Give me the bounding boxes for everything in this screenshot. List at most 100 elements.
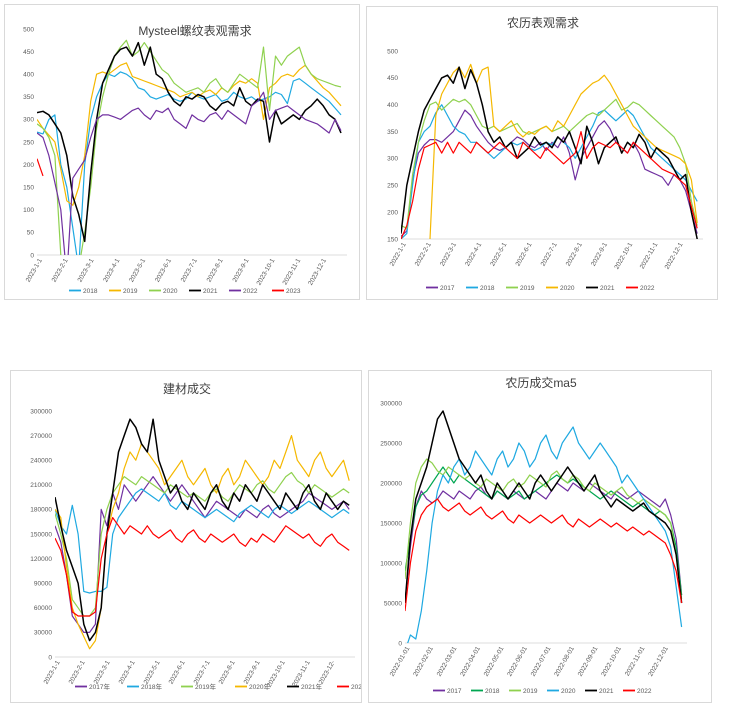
x-tick-label: 2023-5-1 [143, 659, 162, 685]
chart-svg-rebar: Mysteel螺纹表观需求 0 50 100 150 200 250 300 350 400 450… [23, 24, 347, 295]
series-line-2019 [37, 62, 342, 206]
legend-label: 2018 [480, 285, 495, 292]
x-tick-label: 2023-12-1 [307, 257, 328, 286]
x-tick-label: 2022-01-01 [389, 645, 412, 678]
chart-title: Mysteel螺纹表观需求 [138, 24, 251, 38]
series-line-2020 [407, 426, 683, 643]
x-tick-label: 2022-5-1 [489, 241, 508, 267]
y-tick-label: 0 [48, 654, 52, 661]
y-tick-label: 350 [387, 129, 398, 136]
y-tick-label: 30000 [34, 630, 52, 637]
legend-label: 2019 [523, 688, 538, 695]
y-tick-label: 450 [387, 75, 398, 82]
series-line-2021 [401, 66, 698, 239]
chart-svg-building: 建材成交 0 30000 60000 90000 120000 150000 180000 21… [30, 381, 361, 691]
y-tick-label: 350 [23, 94, 34, 101]
y-tick-label: 300 [23, 117, 34, 124]
legend-label: 2018 [485, 688, 500, 695]
x-tick-label: 2023-8-1 [218, 659, 237, 685]
y-tick-label: 100000 [380, 560, 402, 567]
legend-label: 2022 [637, 688, 652, 695]
legend-label: 2022 [640, 285, 655, 292]
y-tick-label: 120000 [30, 556, 52, 563]
legend-label: 2023 [286, 288, 301, 295]
x-tick-label: 2023-3-1 [93, 659, 112, 685]
legend-label: 2017 [440, 285, 455, 292]
y-tick-label: 250000 [380, 440, 402, 447]
y-tick-label: 210000 [30, 482, 52, 489]
y-tick-label: 400 [387, 102, 398, 109]
y-tick-label: 450 [23, 49, 34, 56]
x-tick-label: 2023-6-1 [154, 257, 173, 283]
x-tick-label: 2022-07-01 [530, 645, 553, 678]
chart-panel-building-material-volume: 建材成交 0 30000 60000 90000 120000 150000 180000 21… [10, 370, 362, 703]
series-line-2021 [405, 410, 683, 604]
series-line-2021年 [55, 418, 350, 642]
y-tick-label: 400 [23, 72, 34, 79]
y-tick-label: 150 [387, 236, 398, 243]
chart-title: 建材成交 [163, 381, 211, 396]
series-line-2018年 [55, 488, 350, 594]
series-line-2023 [37, 158, 44, 177]
y-tick-label: 200 [23, 162, 34, 169]
chart-panel-lunar-apparent-demand: 农历表观需求 150 200 250 300 350 400 450 500 2022-1-1 20… [366, 6, 718, 300]
x-tick-label: 2022-06-01 [506, 645, 529, 678]
x-tick-label: 2023-7-1 [180, 257, 199, 283]
x-tick-label: 2022-2-1 [414, 241, 433, 267]
y-tick-label: 270000 [30, 433, 52, 440]
y-tick-label: 50 [27, 230, 35, 237]
y-tick-label: 150000 [380, 520, 402, 527]
y-tick-label: 500 [387, 48, 398, 55]
series-line-2022年 [55, 517, 350, 617]
legend-label: 2022 [243, 288, 258, 295]
x-tick-label: 2023-1-1 [43, 659, 62, 685]
y-tick-label: 180000 [30, 507, 52, 514]
legend-label: 2021 [203, 288, 218, 295]
x-tick-label: 2022-11-01 [624, 645, 647, 677]
x-tick-label: 2023-9-1 [243, 659, 262, 685]
legend-label: 2021 [600, 285, 615, 292]
y-tick-label: 250 [23, 139, 34, 146]
legend-label: 2019年 [195, 682, 216, 691]
chart-svg-lunar-demand: 农历表观需求 150 200 250 300 350 400 450 500 2022-1-1 20… [387, 16, 703, 292]
x-tick-label: 2022-02-01 [412, 645, 435, 678]
legend-label: 2018年 [141, 682, 162, 691]
x-tick-label: 2023-5-1 [128, 257, 147, 283]
y-tick-label: 200000 [380, 480, 402, 487]
series-line-2021 [37, 41, 342, 243]
series-line-2018 [405, 466, 683, 596]
x-tick-label: 2022-05-01 [483, 645, 506, 678]
x-tick-label: 2022-09-01 [577, 645, 600, 678]
y-tick-label: 150 [23, 185, 34, 192]
y-tick-label: 0 [398, 640, 402, 647]
y-tick-label: 90000 [34, 581, 52, 588]
x-tick-label: 2022-3-1 [439, 241, 458, 267]
x-tick-label: 2022-9-1 [590, 241, 609, 267]
series-line-2020 [429, 63, 698, 239]
x-tick-label: 2023-8-1 [206, 257, 225, 283]
x-tick-label: 2023-1-1 [25, 257, 44, 283]
x-tick-label: 2023-9-1 [231, 257, 250, 283]
y-tick-label: 250 [387, 183, 398, 190]
x-tick-label: 2022-12-01 [647, 645, 670, 678]
series-line-2022 [405, 498, 683, 612]
series-line-2022 [401, 131, 698, 239]
chart-svg-lunar-volume: 农历成交ma5 0 50000 100000 150000 200000 250000 300… [380, 375, 687, 695]
legend-label: 2019 [520, 285, 535, 292]
legend-label: 2021年 [301, 682, 322, 691]
x-tick-label: 2023-11-1 [282, 257, 303, 286]
x-tick-label: 2022-03-01 [436, 645, 459, 678]
chart-title: 农历表观需求 [507, 16, 579, 30]
legend-label: 2020 [561, 688, 576, 695]
x-tick-label: 2023-6-1 [168, 659, 187, 685]
legend-label: 2017年 [89, 682, 110, 691]
legend-label: 2018 [83, 288, 98, 295]
legend-label: 2020 [560, 285, 575, 292]
x-tick-label: 2022-10-1 [613, 241, 634, 270]
series-line-2019 [401, 98, 698, 229]
x-tick-label: 2022-1-1 [389, 241, 408, 267]
series-line-2020 [37, 39, 342, 255]
chart-panel-rebar-apparent-demand: Mysteel螺纹表观需求 0 50 100 150 200 250 300 350 400 450… [4, 4, 360, 300]
chart-title: 农历成交ma5 [505, 375, 577, 390]
series-line-2018 [401, 104, 698, 239]
